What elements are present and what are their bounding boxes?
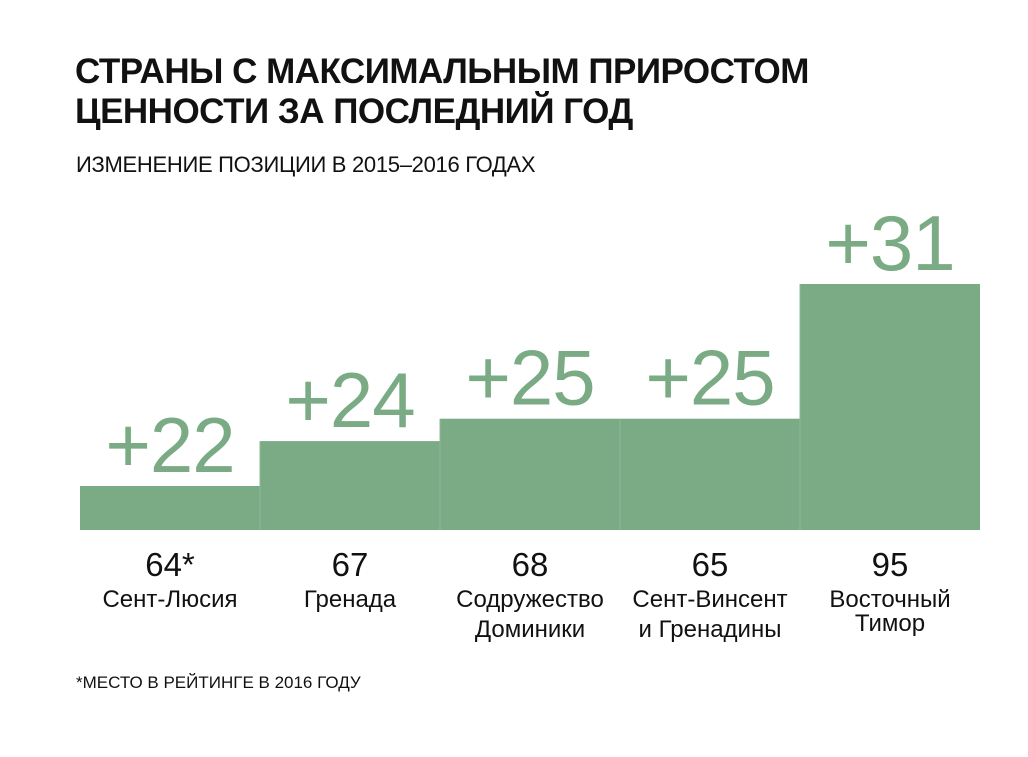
- chart-title: СТРАНЫ С МАКСИМАЛЬНЫМ ПРИРОСТОМ ЦЕННОСТИ…: [75, 52, 809, 131]
- category-label-line: Гренада: [304, 586, 397, 613]
- category-label: Сент-Винсент и Гренадины: [632, 586, 787, 643]
- category-label-line: Восточный: [829, 586, 950, 613]
- bar: [800, 284, 980, 530]
- category-label-line: Сент-Винсент: [632, 586, 787, 613]
- bar: [260, 441, 440, 530]
- rank-labels-group: 64* 67 68 65 95: [145, 546, 908, 583]
- footnote: *МЕСТО В РЕЙТИНГЕ В 2016 ГОДУ: [76, 673, 361, 692]
- category-label-line: Сент-Люсия: [102, 586, 237, 613]
- category-label: Гренада: [304, 586, 397, 613]
- rank-label: 65: [692, 546, 729, 583]
- rank-label: 68: [512, 546, 549, 583]
- category-label-line: и Гренадины: [639, 616, 782, 643]
- category-label: Сент-Люсия: [102, 586, 237, 613]
- value-label: +22: [105, 401, 234, 489]
- category-label: Содружество Доминики: [456, 586, 604, 643]
- category-labels-group: Сент-Люсия Гренада Содружество Доминики Сент…: [102, 586, 950, 643]
- category-label-line: Тимор: [855, 610, 925, 637]
- bar: [620, 418, 800, 530]
- value-label: +31: [825, 199, 954, 287]
- category-label: Восточный Тимор: [829, 586, 950, 637]
- rank-label: 67: [332, 546, 369, 583]
- value-labels-group: +22 +24 +25 +25 +31: [105, 199, 955, 489]
- category-label-line: Доминики: [475, 616, 585, 643]
- bar: [80, 486, 260, 530]
- chart-subtitle: ИЗМЕНЕНИЕ ПОЗИЦИИ В 2015–2016 ГОДАХ: [76, 152, 536, 177]
- value-label: +25: [465, 334, 594, 422]
- category-label-line: Содружество: [456, 586, 604, 613]
- rank-label: 95: [872, 546, 909, 583]
- value-label: +24: [285, 356, 414, 444]
- bar: [440, 418, 620, 530]
- value-label: +25: [645, 334, 774, 422]
- bars-group: [80, 284, 980, 530]
- rank-label: 64*: [145, 546, 195, 583]
